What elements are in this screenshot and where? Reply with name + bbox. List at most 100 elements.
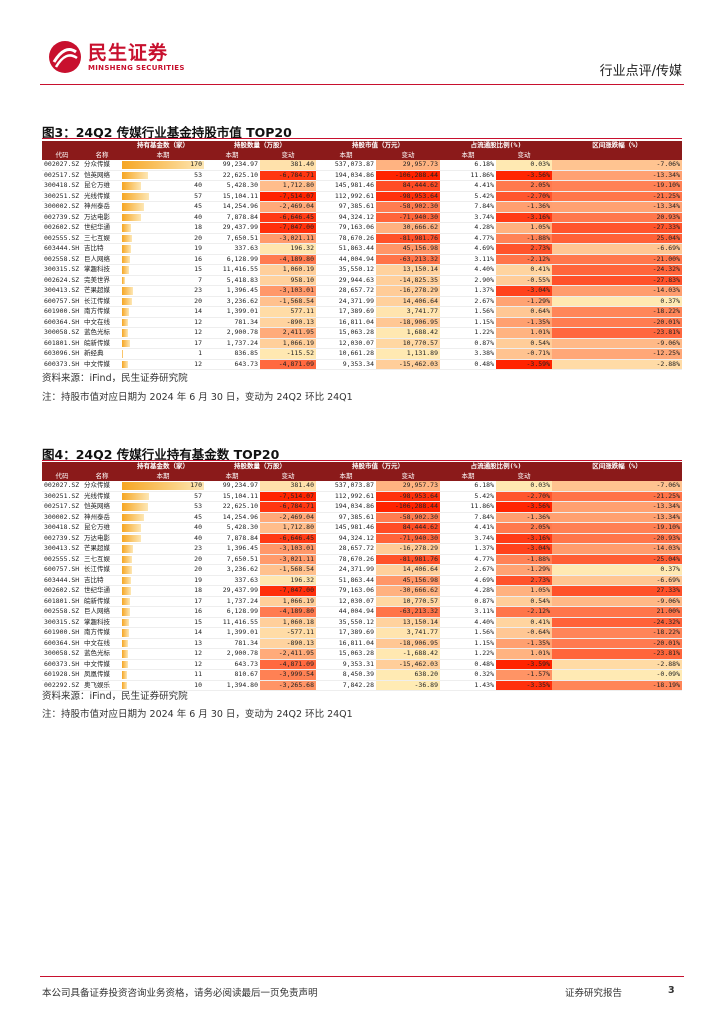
period-change: -14.03% [552, 285, 682, 297]
stock-name: 分众传媒 [82, 481, 122, 492]
float-ratio: 4.41% [440, 180, 496, 192]
float-ratio-change: 0.03% [496, 160, 552, 171]
hold-shares: 22,625.10 [204, 501, 260, 513]
hold-shares-change: -2,411.95 [260, 648, 316, 660]
float-ratio: 1.22% [440, 648, 496, 660]
market-value-change: -16,278.29 [376, 285, 440, 297]
stock-code: 300002.SZ [42, 201, 82, 213]
period-change: -6.69% [552, 243, 682, 255]
market-value-change: 1,131.89 [376, 348, 440, 360]
stock-code: 002555.SZ [42, 554, 82, 565]
group-header: 区间涨跌幅（%） [552, 141, 682, 151]
fund-count-cell: 15 [122, 617, 204, 628]
group-header: 持有基金数（家） [122, 462, 204, 472]
period-change: -21.25% [552, 191, 682, 202]
period-change: -6.69% [552, 575, 682, 586]
fund-count-value: 17 [194, 338, 202, 347]
fund-count-bar [122, 297, 132, 305]
table-row: 603444.SH 吉比特 19 337.63 196.32 51,863.44 45,15… [42, 243, 682, 255]
period-change: -18.19% [552, 680, 682, 691]
market-value-change: -58,902.30 [376, 512, 440, 523]
market-value: 97,385.61 [316, 512, 376, 523]
fund-count-cell: 13 [122, 638, 204, 649]
hold-shares-change: -4,189.80 [260, 606, 316, 618]
footer-report-type: 证券研究报告 [565, 988, 623, 999]
float-ratio-change: -1.57% [496, 669, 552, 681]
stock-code: 600373.SH [42, 659, 82, 670]
stock-code: 603444.SH [42, 575, 82, 586]
float-ratio-change: -1.35% [496, 638, 552, 649]
fund-count-value: 45 [194, 202, 202, 210]
hold-shares: 643.73 [204, 659, 260, 670]
stock-code: 002739.SZ [42, 212, 82, 223]
period-change: -7.06% [552, 160, 682, 171]
float-ratio-change: 0.41% [496, 617, 552, 628]
market-value: 97,385.61 [316, 201, 376, 213]
float-ratio: 1.56% [440, 627, 496, 639]
header-blank [42, 141, 122, 151]
figure4-header-sub: 代码 名称 本期 本期 变动 本期 变动 本期 变动 [42, 471, 682, 481]
hold-shares-change: -2,469.04 [260, 512, 316, 523]
float-ratio: 4.28% [440, 222, 496, 234]
float-ratio: 4.69% [440, 575, 496, 586]
market-value: 79,163.06 [316, 585, 376, 597]
float-ratio-change: 1.01% [496, 648, 552, 660]
hold-shares: 7,878.84 [204, 533, 260, 544]
table-row: 002555.SZ 三七互娱 20 7,650.51 -3,021.11 78,670.2… [42, 554, 682, 565]
stock-name: 昆仑万维 [82, 180, 122, 192]
float-ratio-change: -3.16% [496, 533, 552, 544]
fund-count-bar [122, 587, 131, 595]
hold-shares-change: -3,265.68 [260, 680, 316, 691]
float-ratio: 6.18% [440, 160, 496, 171]
table-row: 600373.SH 中文传媒 12 643.73 -4,871.09 9,353.31 -1… [42, 659, 682, 670]
period-change: -23.81% [552, 648, 682, 660]
market-value-change: 10,770.57 [376, 338, 440, 349]
stock-name: 神州泰岳 [82, 201, 122, 213]
market-value-change: -18,906.95 [376, 317, 440, 328]
market-value-change: 84,444.62 [376, 180, 440, 192]
figure3-note: 注：持股市值对应日期为 2024 年 6 月 30 日，变动为 24Q2 环比 … [42, 392, 353, 403]
stock-name: 吉比特 [82, 575, 122, 586]
market-value-change: 84,444.62 [376, 522, 440, 534]
hold-shares-change: 1,712.80 [260, 180, 316, 192]
fund-count-cell: 20 [122, 296, 204, 307]
fund-count-value: 20 [194, 554, 202, 563]
hold-shares-change: -6,646.45 [260, 212, 316, 223]
market-value: 51,863.44 [316, 575, 376, 586]
fund-count-cell: 15 [122, 264, 204, 276]
market-value: 12,030.07 [316, 338, 376, 349]
float-ratio-change: -3.16% [496, 212, 552, 223]
minsheng-logo-icon [49, 41, 81, 73]
sub-header: 本期 [204, 471, 260, 481]
period-change: -14.03% [552, 543, 682, 555]
market-value: 9,353.31 [316, 659, 376, 670]
hold-shares: 1,396.45 [204, 285, 260, 297]
float-ratio: 11.86% [440, 501, 496, 513]
fund-count-cell: 53 [122, 170, 204, 181]
fund-count-bar [122, 182, 142, 190]
sub-header-blank [552, 471, 682, 481]
fund-count-cell: 170 [122, 160, 204, 171]
float-ratio: 0.32% [440, 669, 496, 681]
table-row: 002739.SZ 万达电影 40 7,878.84 -6,646.45 94,324.1… [42, 533, 682, 544]
market-value-change: -98,953.64 [376, 191, 440, 202]
market-value-change: 13,150.14 [376, 617, 440, 628]
hold-shares: 14,254.96 [204, 512, 260, 523]
fund-count-value: 170 [190, 160, 202, 168]
market-value-change: -30,666.62 [376, 585, 440, 597]
hold-shares: 5,428.30 [204, 522, 260, 534]
fund-count-bar [122, 650, 128, 658]
stock-code: 300315.SZ [42, 264, 82, 276]
table-row: 300251.SZ 光线传媒 57 15,104.11 -7,514.07 112,992… [42, 191, 682, 202]
fund-count-bar [122, 545, 134, 553]
brand-name-cn: 民生证券 [88, 42, 169, 64]
hold-shares-change: 1,060.18 [260, 617, 316, 628]
stock-code: 601928.SH [42, 669, 82, 681]
float-ratio-change: 1.05% [496, 585, 552, 597]
fund-count-bar [122, 161, 204, 169]
float-ratio: 3.11% [440, 606, 496, 618]
period-change: -19.10% [552, 180, 682, 192]
fund-count-cell: 19 [122, 575, 204, 586]
stock-name: 神州泰岳 [82, 512, 122, 523]
fund-count-bar [122, 308, 129, 316]
